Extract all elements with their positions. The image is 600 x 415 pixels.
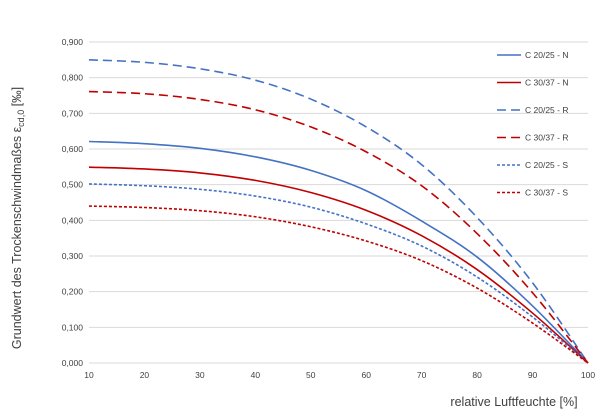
x-tick-label: 30 [195, 370, 205, 380]
y-tick-label: 0,300 [62, 251, 84, 261]
legend-label: C 20/25 - N [525, 50, 568, 60]
y-tick-label: 0,000 [62, 358, 84, 368]
x-tick-label: 50 [306, 370, 316, 380]
series-line-c-20-25-s [88, 183, 589, 364]
series-lines [88, 59, 589, 364]
legend-label: C 20/25 - S [525, 160, 568, 170]
series-line-c-20-25-r [88, 59, 589, 364]
grid-lines [89, 41, 588, 364]
y-tick-labels: 0,000 0,100 0,200 0,300 0,400 0,500 0,600 0,700… [62, 37, 84, 368]
legend-label: C 20/25 - R [525, 105, 568, 115]
legend-label: C 30/37 - S [525, 188, 568, 198]
x-tick-label: 20 [140, 370, 150, 380]
y-axis-label-subscript: cd,0 [16, 110, 26, 127]
y-tick-label: 0,800 [62, 73, 84, 83]
x-axis-label: relative Luftfeuchte [%] [450, 395, 577, 409]
y-axis-label: Grundwert des Trockenschwindmaßes εcd,0 … [10, 87, 26, 349]
y-tick-label: 0,100 [62, 322, 84, 332]
y-tick-label: 0,700 [62, 108, 84, 118]
y-tick-label: 0,400 [62, 215, 84, 225]
x-tick-labels: 10 20 30 40 50 60 70 80 90 100 [84, 370, 595, 380]
x-tick-label: 100 [581, 370, 595, 380]
series-line-c-20-25-n [88, 140, 589, 364]
y-axis-label-unit: [‰] [10, 87, 24, 110]
legend: C 20/25 - N C 30/37 - N C 20/25 - R C 30/37… [497, 50, 568, 198]
x-tick-label: 70 [417, 370, 427, 380]
x-tick-label: 10 [84, 370, 94, 380]
x-tick-label: 60 [361, 370, 371, 380]
series-line-c-30-37-r [88, 90, 589, 364]
series-line-c-30-37-n [88, 166, 589, 364]
legend-label: C 30/37 - N [525, 78, 568, 88]
legend-label: C 30/37 - R [525, 133, 568, 143]
series-line-c-30-37-s [88, 205, 589, 364]
y-tick-label: 0,500 [62, 180, 84, 190]
y-tick-label: 0,900 [62, 37, 84, 47]
y-tick-label: 0,600 [62, 144, 84, 154]
y-tick-label: 0,200 [62, 287, 84, 297]
x-tick-label: 90 [528, 370, 538, 380]
y-axis-label-main: Grundwert des Trockenschwindmaßes ε [10, 126, 24, 349]
x-tick-label: 40 [251, 370, 261, 380]
x-tick-label: 80 [472, 370, 482, 380]
